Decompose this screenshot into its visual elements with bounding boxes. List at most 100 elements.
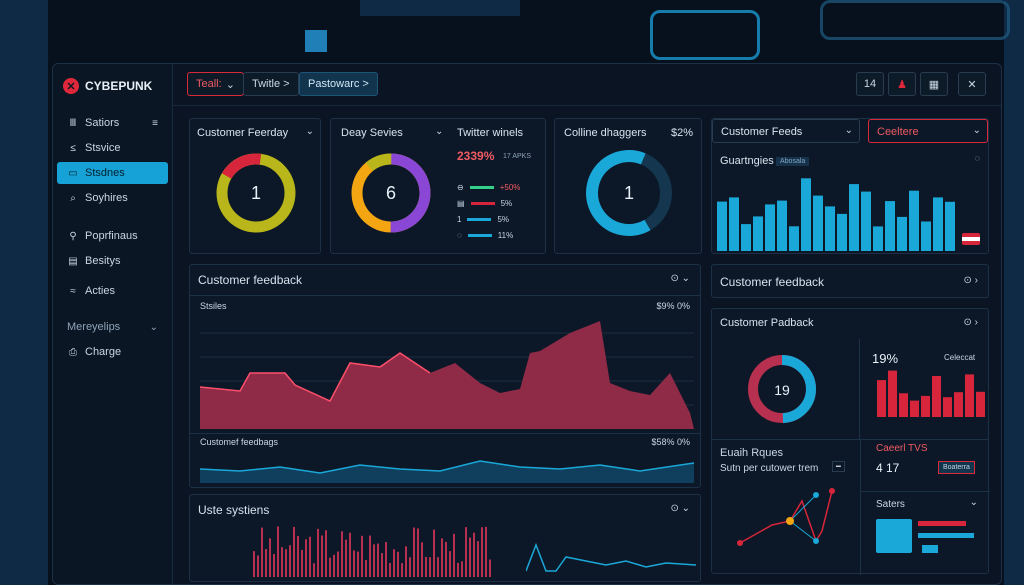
sidebar-item-stsdnes[interactable]: ▭ Stsdnes [57, 162, 168, 184]
sidebar-item-acties[interactable]: ≈ Acties [57, 280, 168, 302]
sidebar-item-poprfinaus[interactable]: ⚲ Poprfinaus [57, 225, 168, 247]
chart-bar [789, 226, 799, 251]
panel-customer-padback: Customer Padback ⊙ › 19 19% Celeccat Eua… [711, 308, 990, 575]
settings-chevron-icon[interactable]: ⊙ ⌄ [670, 503, 690, 514]
percent-stat: 19% [872, 351, 899, 366]
chevron-down-icon: ⌄ [844, 125, 853, 136]
sidebar-item-stsvice[interactable]: ≤ Stsvice [57, 137, 168, 159]
stat-bar [469, 185, 494, 189]
tvs-button[interactable]: Boaterra [938, 461, 975, 474]
big-stat: 2339% [457, 149, 495, 163]
donut-chart-4: 19 [748, 355, 816, 423]
chart-bar [301, 549, 303, 577]
chart-bar [397, 551, 399, 577]
chart-bar [417, 528, 419, 577]
panel-subtitle: Twitter winels [457, 127, 524, 139]
chart-bar [489, 559, 491, 577]
select-value: Ceeltere [877, 126, 919, 138]
search-icon: ⌕ [70, 192, 76, 204]
tab-pastowarc[interactable]: Pastowarc > [299, 72, 378, 96]
chart-bar [465, 527, 467, 577]
chart-bar [325, 530, 327, 577]
graph-edge [739, 490, 833, 544]
chart-bar [933, 197, 943, 251]
stat-index: 1 [457, 214, 462, 224]
count-button[interactable]: 14 [856, 72, 884, 96]
menu-icon[interactable]: ≡ [152, 117, 158, 129]
sidebar-item-label: Stsdnes [85, 167, 125, 179]
chart-bar [457, 562, 459, 577]
lower-line [200, 460, 694, 474]
chart-bar [389, 563, 391, 577]
chart-bar [877, 380, 886, 417]
chart-bar [945, 201, 955, 251]
saters-tile[interactable] [876, 519, 912, 553]
per-tem-toggle[interactable]: ━ [832, 461, 845, 472]
chart-bar [909, 190, 919, 251]
calendar-button[interactable]: ▦ [920, 72, 948, 96]
chart-bar [453, 533, 455, 577]
tab-label: Pastowarc > [308, 78, 369, 90]
chevron-down-icon[interactable]: ⌄ [305, 126, 314, 137]
chevron-down-icon: ⌄ [149, 321, 158, 333]
chart-bar [349, 532, 351, 577]
chevron-down-icon: ⌄ [225, 78, 235, 91]
saters-toggle[interactable] [922, 545, 938, 553]
sidebar-item-charge[interactable]: ⎙ Charge [57, 341, 168, 363]
circle-icon: ◌ [457, 230, 462, 240]
donut-center-value: 6 [386, 183, 396, 203]
chart-bar [309, 536, 311, 577]
customer-feeds-select[interactable]: Customer Feeds ⌄ [712, 119, 860, 143]
panel-title: Colline dhaggers [564, 127, 647, 139]
count-value: 14 [863, 78, 877, 90]
sidebar-item-satiors[interactable]: Ⅲ Satiors ≡ [57, 112, 168, 134]
chart-bar [473, 532, 475, 577]
chart-bar [253, 551, 255, 577]
list-icon: Ⅲ [69, 117, 77, 129]
series-value: $9% 0% [656, 301, 690, 311]
chart-bar [429, 557, 431, 577]
sidebar-item-besitys[interactable]: ▤ Besitys [57, 250, 168, 272]
chart-bar [421, 542, 423, 577]
chevron-right-icon[interactable]: ⊙ › [963, 317, 979, 328]
settings-chevron-icon[interactable]: ⊙ ⌄ [670, 273, 690, 284]
chart-bar [365, 560, 367, 577]
chart-bar [353, 550, 355, 577]
tab-teall[interactable]: Teall: ⌄ [187, 72, 244, 96]
chart-bar [717, 201, 727, 251]
minus-circle-icon: ⊖ [457, 182, 464, 192]
donut-segment [351, 153, 431, 233]
chart-bar [261, 527, 263, 577]
calendar-icon: ▦ [928, 78, 940, 91]
user-button[interactable]: ♟ [888, 72, 916, 96]
chart-bar [485, 526, 487, 577]
ceeltere-select[interactable]: Ceeltere ⌄ [868, 119, 988, 143]
panel-uste-systiens: Uste systiens ⊙ ⌄ [189, 494, 701, 582]
sidebar-group-header[interactable]: Mereyelips ⌄ [57, 316, 168, 338]
chevron-down-icon[interactable]: ⌄ [435, 126, 444, 137]
chevron-right-icon[interactable]: ⊙ › [963, 275, 979, 286]
lower-series-label: Customef feedbags [200, 437, 279, 447]
panel-title: Customer Padback [720, 317, 814, 329]
donut-center-value: 1 [624, 183, 634, 203]
systems-bar-chart [253, 526, 491, 577]
sidebar-item-soyhires[interactable]: ⌕ Soyhires [57, 187, 168, 209]
settings-icon[interactable]: ◌ [974, 153, 980, 163]
chart-bar [369, 535, 371, 577]
chevron-down-icon[interactable]: ⌄ [969, 497, 978, 508]
chart-bar [729, 197, 739, 251]
chart-bar [393, 549, 395, 577]
panel-customer-feerday: Customer Feerday ⌄ 1 [189, 118, 321, 254]
close-button[interactable]: ✕ [958, 72, 986, 96]
chart-bar [257, 555, 259, 577]
chart-bar [277, 526, 279, 577]
tab-twitle[interactable]: Twitle > [243, 72, 299, 96]
chart-bar [337, 551, 339, 577]
panel-deay-sevies: Deay Sevies ⌄ Twitter winels 6 2339% 17 … [330, 118, 546, 254]
select-value: Customer Feeds [721, 126, 803, 138]
chart-bar [409, 557, 411, 577]
graph-node [737, 540, 743, 546]
brand[interactable]: ✕ CYBEPUNK [53, 64, 172, 108]
chart-bar [377, 543, 379, 577]
